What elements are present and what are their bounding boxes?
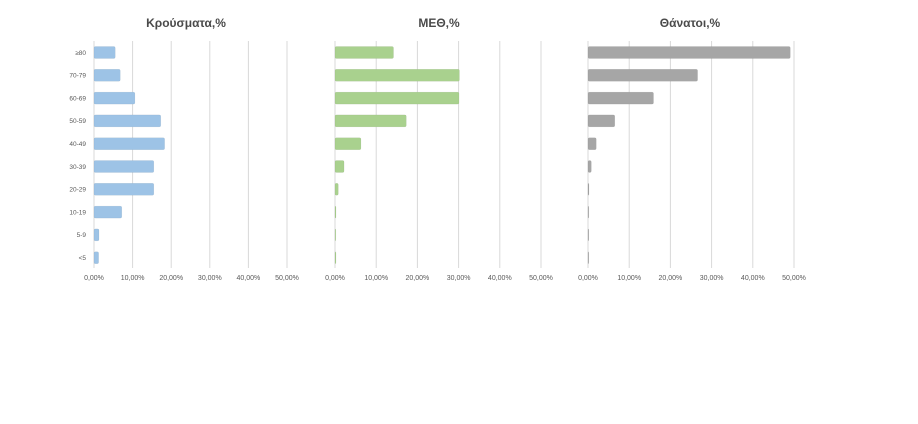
x-tick-label: 20,00% <box>159 275 183 282</box>
x-tick-label: 20,00% <box>406 275 430 282</box>
bar-3-6 <box>587 160 592 173</box>
x-tick-label: 10,00% <box>364 275 388 282</box>
category-label: <5 <box>79 255 87 262</box>
bar-1-1 <box>93 46 116 59</box>
bar-2-6 <box>334 160 345 173</box>
category-label: ≥80 <box>75 50 86 57</box>
x-tick-label: 30,00% <box>198 275 222 282</box>
x-tick-label: 20,00% <box>659 275 683 282</box>
x-tick-label: 50,00% <box>529 275 553 282</box>
x-tick-label: 40,00% <box>237 275 261 282</box>
x-tick-label: 30,00% <box>447 275 471 282</box>
x-tick-label: 40,00% <box>488 275 512 282</box>
category-label: 50-59 <box>69 118 86 125</box>
bar-1-7 <box>93 183 155 196</box>
category-label: 30-39 <box>69 164 86 171</box>
category-label: 5-9 <box>77 232 87 239</box>
bar-3-4 <box>587 114 616 128</box>
bar-3-1 <box>587 46 791 59</box>
bar-1-9 <box>93 228 100 242</box>
x-tick-label: 10,00% <box>617 275 641 282</box>
bar-1-6 <box>93 160 155 173</box>
x-tick-label: 40,00% <box>741 275 765 282</box>
bar-3-3 <box>587 91 654 105</box>
category-label: 40-49 <box>69 141 86 148</box>
bar-2-8 <box>334 205 337 219</box>
bar-3-5 <box>587 137 597 150</box>
x-tick-label: 0,00% <box>325 275 345 282</box>
category-label: 20-29 <box>69 187 86 194</box>
bar-1-8 <box>93 205 123 219</box>
x-tick-label: 10,00% <box>121 275 145 282</box>
bar-2-1 <box>334 46 394 59</box>
bar-1-5 <box>93 137 165 150</box>
x-tick-label: 50,00% <box>782 275 806 282</box>
bar-2-5 <box>334 137 362 150</box>
bar-2-2 <box>334 69 460 82</box>
category-label: 10-19 <box>69 209 86 216</box>
category-label: 70-79 <box>69 73 86 80</box>
bar-3-9 <box>587 228 590 242</box>
bar-2-4 <box>334 114 407 128</box>
category-label: 60-69 <box>69 95 86 102</box>
x-tick-label: 30,00% <box>700 275 724 282</box>
bar-3-2 <box>587 69 698 82</box>
bar-2-7 <box>334 183 339 196</box>
bar-2-3 <box>334 91 460 105</box>
chart-title: Κρούσματα,% <box>146 16 226 30</box>
bar-1-3 <box>93 91 136 105</box>
chart-title: ΜΕΘ,% <box>418 16 460 30</box>
x-tick-label: 50,00% <box>275 275 299 282</box>
bar-3-10 <box>587 251 590 264</box>
bar-1-10 <box>93 251 99 264</box>
bar-1-2 <box>93 69 121 82</box>
bar-2-9 <box>334 228 337 242</box>
bar-2-10 <box>334 251 337 264</box>
chart-title: Θάνατοι,% <box>660 16 721 30</box>
bar-3-8 <box>587 205 590 219</box>
bar-3-7 <box>587 183 590 196</box>
bar-1-4 <box>93 114 162 128</box>
x-tick-label: 0,00% <box>578 275 598 282</box>
x-tick-label: 0,00% <box>84 275 104 282</box>
